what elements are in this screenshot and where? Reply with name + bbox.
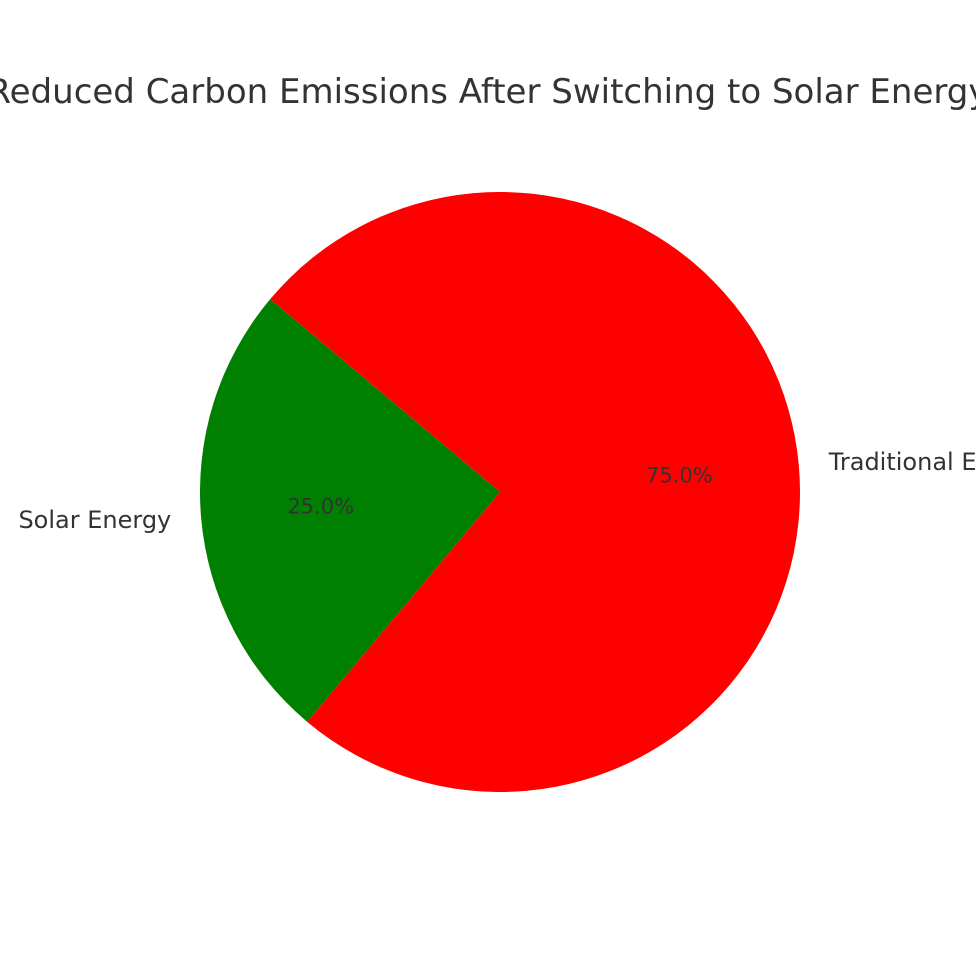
slice-category-label: Traditional Energy xyxy=(828,448,976,476)
chart-title: Reduced Carbon Emissions After Switching… xyxy=(0,72,976,112)
pie-slice-traditional-energy xyxy=(270,191,801,792)
slice-category-label: Solar Energy xyxy=(18,506,171,534)
slice-percent-label: 75.0% xyxy=(646,463,713,487)
pie-slices xyxy=(200,191,801,792)
slice-percent-label: 25.0% xyxy=(287,495,354,519)
pie-labels: Solar Energy 25.0% Traditional Energy 75.0% xyxy=(18,448,976,534)
pie-slice-solar-energy xyxy=(200,299,500,722)
